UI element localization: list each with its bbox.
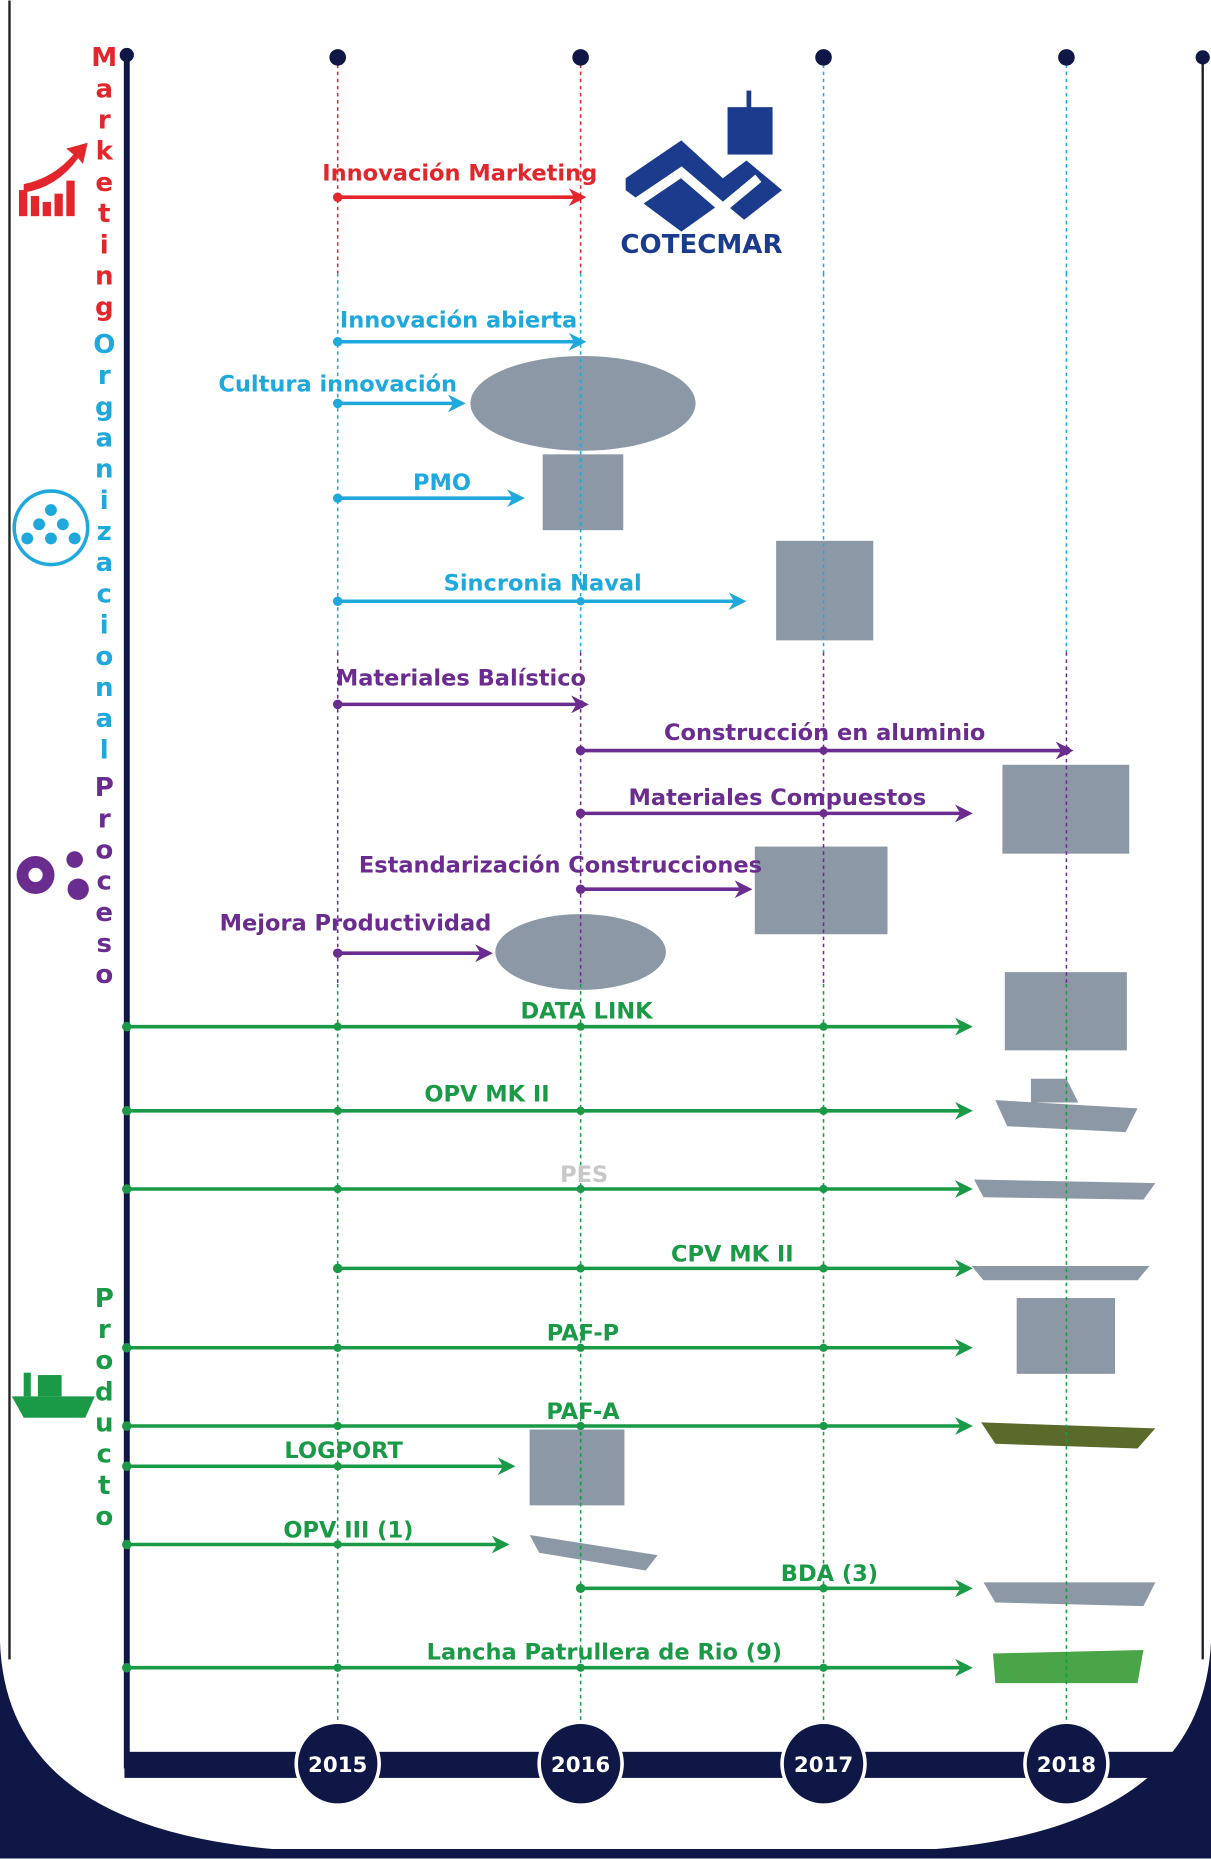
item-label: BDA (3)	[781, 1561, 878, 1587]
item-start	[122, 1461, 132, 1472]
item-start	[122, 1021, 132, 1032]
item-label: PMO	[413, 470, 471, 496]
item-start	[332, 493, 343, 503]
process-icon	[16, 851, 89, 900]
section-label: Organizacional	[89, 330, 119, 767]
item-label: LOGPORT	[284, 1438, 403, 1464]
item-start	[575, 884, 586, 894]
item-start	[122, 1184, 132, 1194]
item-tick	[576, 1343, 585, 1352]
year-dot	[329, 49, 346, 66]
axis-dot	[119, 47, 134, 63]
item-label: Cultura innovación	[218, 372, 457, 398]
item-start	[575, 1583, 586, 1594]
item-tick	[576, 1264, 585, 1273]
item-tick	[819, 1421, 828, 1431]
item-label: Innovación abierta	[340, 308, 577, 334]
logo: COTECMAR	[620, 90, 783, 260]
item-start	[332, 337, 343, 347]
item-label: Construcción en aluminio	[664, 720, 985, 746]
year-label: 2017	[794, 1753, 853, 1778]
item-label: PAF-A	[546, 1399, 620, 1425]
item-start	[332, 948, 343, 958]
item-label: OPV III (1)	[283, 1517, 413, 1543]
year-badge	[780, 1720, 867, 1807]
item-tick	[576, 1663, 585, 1672]
item-tick	[819, 1022, 828, 1031]
item-start	[575, 745, 586, 756]
section-label: Producto	[89, 1284, 119, 1533]
item-tick	[333, 1184, 342, 1194]
item-start	[332, 192, 343, 202]
item-tick	[333, 1343, 342, 1352]
logo-text: COTECMAR	[620, 230, 782, 260]
item-label: Sincronia Naval	[444, 571, 642, 597]
item-tick	[333, 1421, 342, 1431]
item-label: PAF-P	[547, 1321, 619, 1347]
item-start	[122, 1662, 132, 1673]
item-tick	[333, 1462, 342, 1471]
year-badge	[294, 1720, 381, 1807]
item-tick	[576, 700, 585, 709]
year-dot	[572, 49, 589, 66]
section-label: Marketing	[89, 43, 119, 324]
year-dot	[1058, 49, 1075, 66]
item-start	[332, 699, 343, 710]
item-label: Mejora Productividad	[220, 911, 492, 937]
item-label: PES	[560, 1162, 608, 1188]
item-tick	[819, 1343, 828, 1352]
year-badge	[1023, 1720, 1110, 1807]
item-label: Estandarización Construcciones	[359, 853, 762, 879]
item-label: Materiales Balístico	[336, 665, 586, 691]
item-tick	[333, 1663, 342, 1672]
organization-icon	[12, 489, 90, 567]
item-tick	[576, 1184, 585, 1194]
item-tick	[819, 1264, 828, 1273]
item-label: Lancha Patrullera de Rio (9)	[427, 1639, 782, 1665]
item-tick	[333, 1106, 342, 1115]
year-label: 2016	[551, 1753, 610, 1778]
item-tick	[819, 1106, 828, 1115]
item-start	[122, 1539, 132, 1550]
item-tick	[819, 809, 828, 818]
item-tick	[576, 1022, 585, 1031]
item-tick	[576, 1106, 585, 1115]
item-start	[332, 596, 343, 607]
year-badge	[537, 1720, 624, 1807]
item-tick	[576, 597, 585, 606]
axis-dot	[1195, 50, 1210, 65]
marketing-icon	[18, 142, 88, 217]
item-tick	[1062, 746, 1071, 755]
item-tick	[333, 1540, 342, 1549]
section-label: Proceso	[89, 773, 119, 991]
item-label: Innovación Marketing	[322, 161, 597, 187]
year-label: 2015	[308, 1753, 367, 1778]
item-tick	[819, 1663, 828, 1672]
item-tick	[819, 746, 828, 755]
item-start	[332, 1263, 343, 1274]
item-label: Materiales Compuestos	[629, 785, 927, 811]
item-start	[332, 398, 343, 409]
item-tick	[819, 1584, 828, 1593]
year-label: 2018	[1037, 1753, 1096, 1778]
item-label: OPV MK II	[424, 1081, 549, 1107]
item-start	[575, 808, 586, 819]
item-tick	[333, 1022, 342, 1031]
item-label: CPV MK II	[671, 1241, 794, 1267]
year-dot	[815, 49, 832, 66]
product-icon	[11, 1372, 95, 1418]
item-tick	[576, 1421, 585, 1431]
item-tick	[819, 1184, 828, 1194]
item-start	[122, 1421, 132, 1431]
item-start	[122, 1343, 132, 1353]
item-label: DATA LINK	[520, 998, 654, 1024]
item-start	[122, 1106, 132, 1116]
base-shape	[0, 1641, 1211, 1859]
